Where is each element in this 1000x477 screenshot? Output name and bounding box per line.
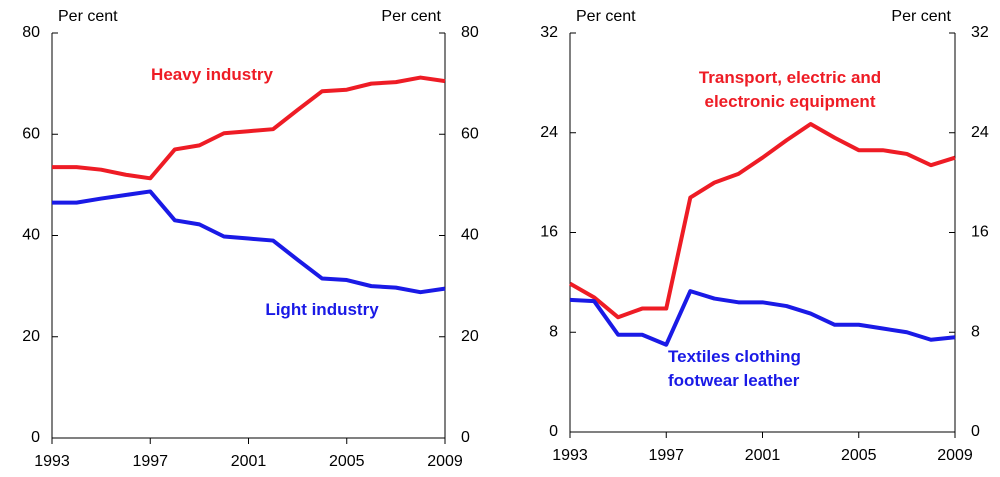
- y2-axis-label: Per cent: [381, 8, 441, 25]
- y2-tick-label: 24: [971, 124, 989, 141]
- y-tick-label: 0: [549, 423, 558, 440]
- y2-tick-label: 60: [461, 125, 479, 142]
- y-tick-label: 8: [549, 323, 558, 340]
- x-tick-label: 2001: [231, 453, 267, 470]
- y-axis-label: Per cent: [58, 8, 118, 25]
- y2-tick-label: 0: [461, 429, 470, 446]
- y-axis-label: Per cent: [576, 8, 636, 25]
- y2-axis-label: Per cent: [891, 8, 951, 25]
- x-tick-label: 1993: [34, 453, 70, 470]
- y2-tick-label: 80: [461, 24, 479, 41]
- series-line: [52, 75, 446, 181]
- x-tick-label: 1997: [648, 447, 684, 464]
- y-tick-label: 0: [31, 429, 40, 446]
- y-tick-label: 24: [540, 124, 558, 141]
- y2-tick-label: 8: [971, 323, 980, 340]
- x-tick-label: 2005: [841, 447, 877, 464]
- x-tick-label: 2009: [937, 447, 973, 464]
- y-tick-label: 40: [22, 227, 40, 244]
- y-tick-label: 16: [540, 224, 558, 241]
- series-line: [569, 289, 956, 347]
- y-tick-label: 20: [22, 328, 40, 345]
- series-label: Transport, electric and electronic equip…: [698, 68, 882, 111]
- series-label: Light industry: [265, 300, 379, 319]
- y2-tick-label: 32: [971, 24, 989, 41]
- x-tick-label: 1997: [132, 453, 168, 470]
- y2-tick-label: 20: [461, 328, 479, 345]
- y2-tick-label: 40: [461, 227, 479, 244]
- y-tick-label: 80: [22, 24, 40, 41]
- x-tick-label: 2005: [329, 453, 365, 470]
- series-label: Heavy industry: [151, 65, 273, 84]
- x-tick-label: 1993: [552, 447, 588, 464]
- y2-tick-label: 0: [971, 423, 980, 440]
- x-tick-label: 2009: [427, 453, 463, 470]
- series-line: [569, 122, 956, 320]
- y2-tick-label: 16: [971, 224, 989, 241]
- y-tick-label: 60: [22, 125, 40, 142]
- y-tick-label: 32: [540, 24, 558, 41]
- x-tick-label: 2001: [745, 447, 781, 464]
- series-label: Textiles clothing footwear leather: [668, 347, 801, 390]
- series-line: [52, 189, 446, 295]
